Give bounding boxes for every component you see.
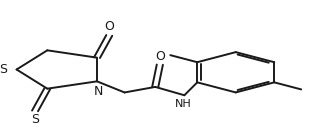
Text: S: S [31,113,39,126]
Text: O: O [104,20,114,33]
Text: NH: NH [174,99,191,109]
Text: O: O [155,50,165,63]
Text: S: S [0,63,7,76]
Text: N: N [94,85,103,98]
